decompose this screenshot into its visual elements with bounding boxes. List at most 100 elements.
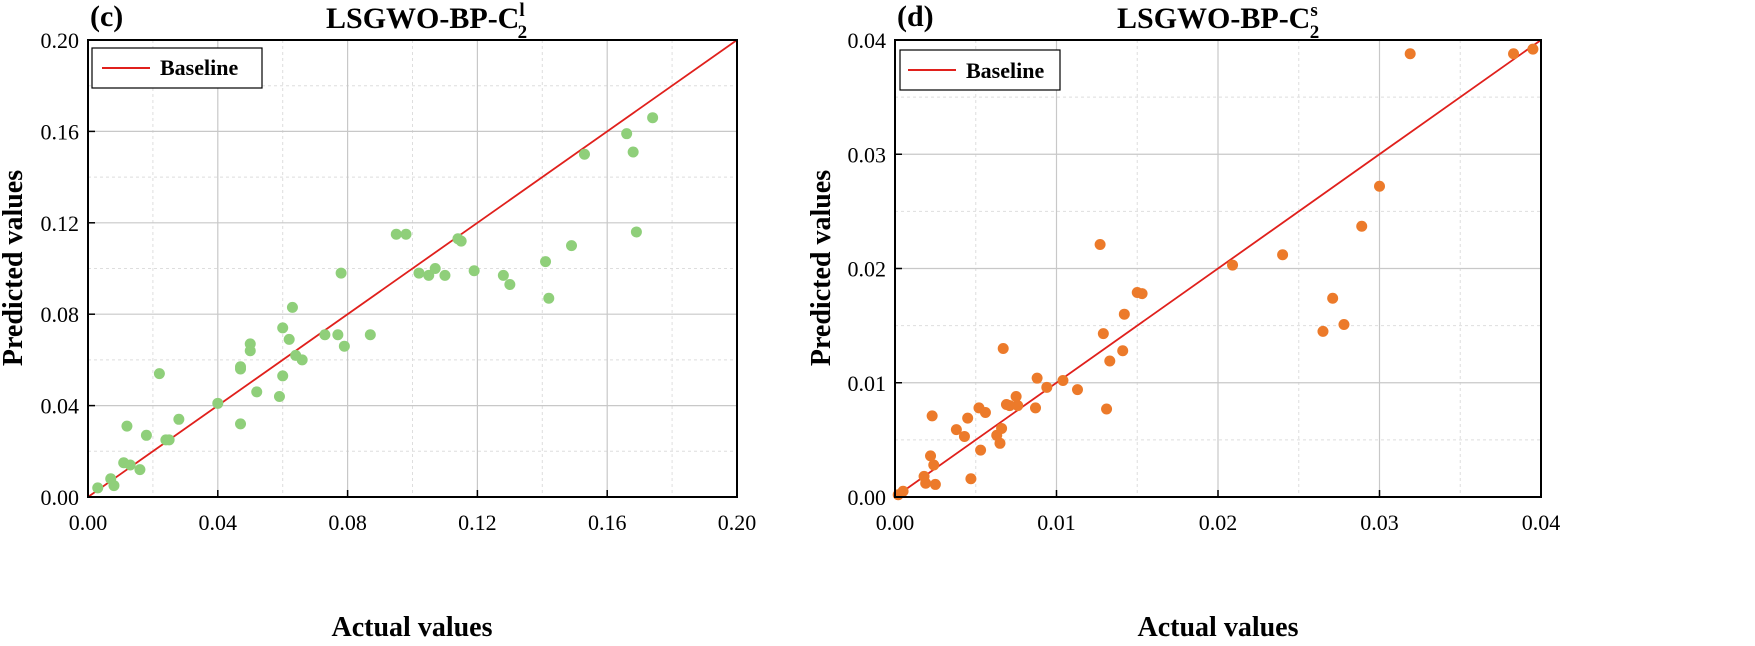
data-point: [1136, 288, 1148, 300]
legend-label-baseline: Baseline: [160, 55, 238, 80]
data-points: [892, 43, 1539, 501]
y-tick-label: 0.04: [41, 394, 80, 419]
y-tick-label: 0.02: [848, 257, 887, 282]
data-point: [364, 329, 376, 341]
y-tick-label: 0.04: [848, 28, 887, 53]
data-point: [319, 329, 331, 341]
x-tick-label: 0.01: [1037, 510, 1076, 535]
data-point: [439, 269, 451, 281]
legend-label-baseline: Baseline: [966, 58, 1044, 83]
y-tick-label: 0.01: [848, 371, 887, 396]
data-point: [621, 128, 633, 140]
data-point: [1277, 249, 1289, 261]
data-point: [390, 228, 402, 240]
data-point: [108, 480, 120, 492]
data-point: [1117, 345, 1129, 357]
data-point: [244, 345, 256, 357]
data-point: [1004, 400, 1016, 412]
data-point: [273, 390, 285, 402]
data-point: [497, 269, 509, 281]
data-point: [1030, 402, 1042, 414]
data-point: [173, 413, 185, 425]
x-tick-label: 0.02: [1199, 510, 1238, 535]
data-point: [925, 450, 937, 462]
panel-label: (c): [90, 0, 123, 33]
y-tick-label: 0.00: [41, 485, 80, 510]
data-point: [997, 342, 1009, 354]
data-point: [566, 240, 578, 252]
y-tick-label: 0.20: [41, 28, 80, 53]
data-point: [1071, 384, 1083, 396]
data-point: [121, 420, 133, 432]
data-point: [647, 112, 659, 124]
data-point: [468, 265, 480, 277]
legend: Baseline: [91, 47, 263, 89]
data-point: [163, 434, 175, 446]
baseline-line: [894, 39, 1542, 498]
data-point: [926, 410, 938, 422]
plot-frame: [87, 39, 738, 498]
data-point: [1338, 318, 1350, 330]
chart-title: LSGWO-BP-Cs 2: [1117, 0, 1319, 43]
data-point: [153, 368, 165, 380]
data-point: [1317, 325, 1329, 337]
x-tick-label: 0.03: [1360, 510, 1399, 535]
data-point: [1527, 43, 1539, 55]
data-point: [630, 226, 642, 238]
x-tick-label: 0.04: [199, 510, 238, 535]
data-point: [1118, 308, 1130, 320]
data-point: [413, 267, 425, 279]
panel-label: (d): [897, 0, 934, 33]
x-tick-label: 0.08: [328, 510, 367, 535]
data-point: [540, 256, 552, 268]
data-point: [928, 459, 940, 471]
data-point: [996, 422, 1008, 434]
data-point: [975, 444, 987, 456]
data-point: [335, 267, 347, 279]
data-point: [962, 412, 974, 424]
data-point: [965, 473, 977, 485]
baseline-line: [87, 39, 738, 498]
chart-title: LSGWO-BP-Cl 2: [326, 0, 527, 43]
y-tick-labels: 0.00 0.01 0.02 0.03 0.04: [848, 28, 902, 510]
data-point: [338, 340, 350, 352]
data-point: [1227, 259, 1239, 271]
data-point: [277, 370, 289, 382]
x-tick-label: 0.16: [588, 510, 627, 535]
legend: Baseline: [899, 49, 1061, 91]
data-point: [897, 485, 909, 497]
data-point: [504, 278, 516, 290]
data-point: [286, 301, 298, 313]
x-tick-label: 0.00: [69, 510, 108, 535]
x-axis-title: Actual values: [332, 612, 493, 643]
data-point: [1104, 355, 1116, 367]
data-point: [140, 429, 152, 441]
data-point: [920, 477, 932, 489]
panel-c: (c) LSGWO-BP-Cl 2 0.00 0.04 0.08 0.12 0.16 0.2…: [0, 0, 756, 643]
grid: [88, 40, 737, 497]
y-tick-label: 0.16: [41, 119, 80, 144]
data-point: [296, 354, 308, 366]
data-point: [1404, 48, 1416, 60]
data-point: [1356, 220, 1368, 232]
x-tick-label: 0.20: [718, 510, 757, 535]
y-tick-label: 0.00: [848, 485, 887, 510]
data-point: [283, 333, 295, 345]
data-point: [277, 322, 289, 334]
data-point: [543, 292, 555, 304]
data-point: [429, 263, 441, 274]
x-tick-label: 0.04: [1522, 510, 1561, 535]
data-point: [979, 406, 991, 418]
data-point: [578, 148, 590, 160]
y-tick-label: 0.08: [41, 302, 80, 327]
data-point: [235, 363, 247, 375]
data-point: [1508, 48, 1520, 60]
data-point: [400, 228, 412, 240]
data-point: [1097, 328, 1109, 340]
x-tick-labels: 0.00 0.01 0.02 0.03 0.04: [876, 490, 1561, 535]
data-point: [1041, 381, 1053, 393]
data-point: [455, 235, 467, 247]
x-axis-title: Actual values: [1138, 612, 1299, 643]
y-tick-label: 0.12: [41, 211, 80, 236]
